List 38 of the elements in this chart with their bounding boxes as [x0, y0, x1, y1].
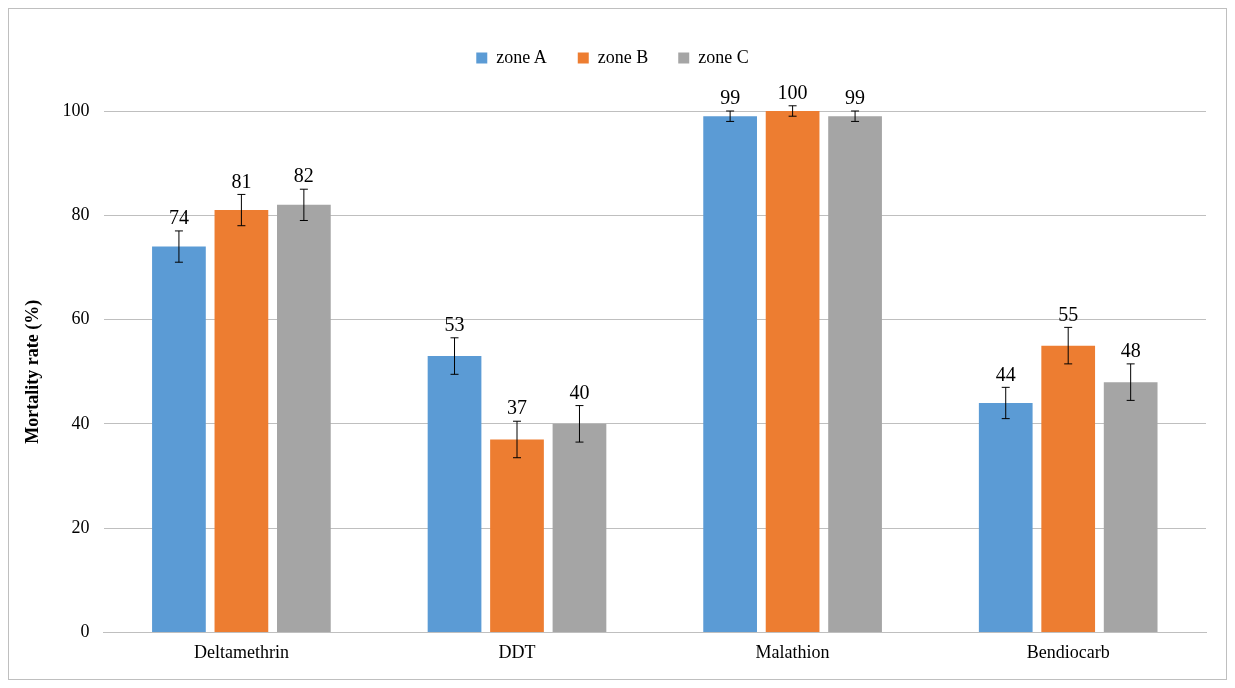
bar [152, 246, 206, 632]
data-label: 99 [720, 86, 741, 109]
data-label: 40 [569, 380, 590, 403]
data-label: 74 [168, 206, 189, 229]
data-label: 82 [293, 164, 314, 187]
legend-label: zone B [597, 46, 649, 67]
x-tick-label: Malathion [755, 641, 830, 662]
data-label: 55 [1058, 302, 1079, 325]
data-label: 99 [845, 86, 866, 109]
legend-label: zone C [698, 46, 749, 67]
y-tick-label: 100 [62, 99, 90, 120]
bar [703, 116, 757, 632]
data-label: 100 [777, 81, 808, 104]
x-tick-label: DDT [498, 641, 536, 662]
bar [828, 116, 882, 632]
bar [427, 356, 482, 632]
x-tick-label: Bendiocarb [1026, 641, 1110, 662]
data-label: 53 [444, 313, 465, 336]
y-tick-label: 40 [71, 412, 90, 433]
bar [1041, 345, 1096, 632]
bar [490, 439, 544, 632]
data-label: 81 [231, 169, 252, 192]
bar [1103, 382, 1158, 632]
x-tick-label: Deltamethrin [193, 641, 289, 662]
data-label: 37 [507, 396, 527, 419]
data-label: 48 [1120, 339, 1141, 362]
bar [765, 111, 820, 632]
legend-label: zone A [496, 46, 547, 67]
y-tick-label: 60 [71, 308, 90, 329]
bar [552, 423, 607, 632]
y-tick-label: 80 [71, 204, 90, 225]
bar [214, 210, 269, 632]
bar [277, 204, 331, 632]
data-label: 44 [995, 362, 1016, 385]
bar [978, 402, 1033, 632]
y-axis-title: Mortality rate (%) [22, 299, 44, 444]
y-tick-label: 0 [80, 621, 90, 642]
y-tick-label: 20 [71, 516, 90, 537]
